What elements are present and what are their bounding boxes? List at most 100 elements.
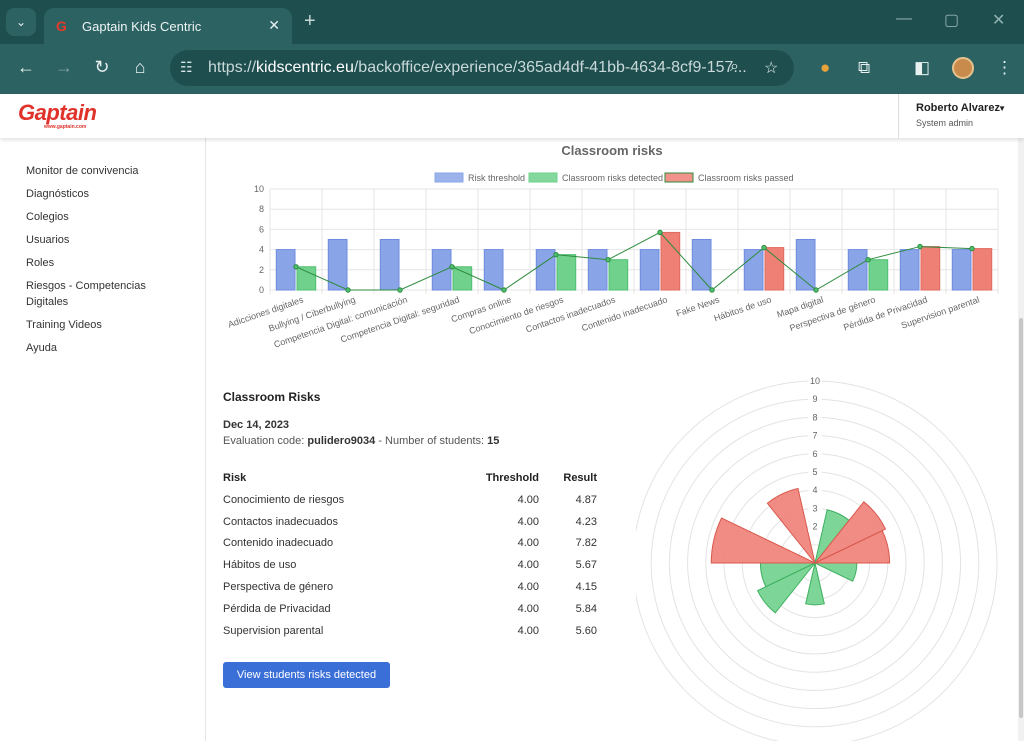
bar-threshold: [535, 249, 556, 291]
risk-name: Perspectiva de género: [223, 580, 334, 593]
bar-threshold: [275, 249, 296, 291]
user-menu[interactable]: Roberto Alvarez System admin ▼: [898, 94, 1024, 138]
extension-icon[interactable]: ●: [820, 58, 831, 77]
url-path: /backoffice/experience/365ad4df-41bb-463…: [353, 59, 747, 76]
line-point: [449, 264, 455, 270]
radial-tick-backdrop: [808, 502, 822, 514]
bar-threshold: [379, 239, 400, 291]
bar-threshold: [327, 239, 348, 291]
risk-result: 5.60: [575, 624, 597, 637]
home-icon[interactable]: ⌂: [134, 57, 146, 77]
radial-tick-label: 4: [812, 485, 817, 495]
radial-tick-backdrop: [808, 411, 822, 423]
url-host: kidscentric.eu: [256, 59, 354, 76]
radial-tick-backdrop: [808, 375, 822, 386]
sidebar-item-riesgos[interactable]: Riesgos - Competencias Digitales: [26, 280, 146, 308]
students-count: 15: [487, 435, 500, 447]
risk-result: 4.23: [575, 515, 597, 528]
legend-swatch: [664, 172, 694, 183]
y-tick-label: 10: [254, 184, 264, 194]
sidebar-item-ayuda[interactable]: Ayuda: [26, 342, 57, 354]
risk-threshold: 4.00: [517, 537, 539, 550]
gaptain-logo[interactable]: Gaptain www.gaptain.com: [18, 100, 97, 130]
risk-threshold: 4.00: [517, 515, 539, 528]
bar-threshold: [795, 239, 816, 291]
sidebar-item-training[interactable]: Training Videos: [26, 319, 102, 331]
header-risk: Risk: [223, 472, 247, 484]
bar-threshold: [587, 249, 608, 291]
risk-result: 4.87: [575, 493, 597, 506]
radial-tick-label: 5: [812, 467, 817, 477]
side-panel-icon[interactable]: ◧: [914, 58, 931, 77]
table-row: Pérdida de Privacidad 4.00 5.84: [223, 599, 603, 621]
menu-dots-icon[interactable]: ⋮: [996, 58, 1013, 77]
gaptain-favicon: G: [56, 18, 67, 34]
line-point: [293, 264, 299, 270]
bar-threshold: [639, 249, 660, 291]
reload-icon[interactable]: ↻: [94, 57, 110, 77]
table-row: Conocimiento de riesgos 4.00 4.87: [223, 490, 603, 512]
bar-threshold: [483, 249, 504, 291]
sidebar-item-usuarios[interactable]: Usuarios: [26, 234, 70, 246]
sidebar-item-roles[interactable]: Roles: [26, 257, 55, 269]
sidebar-item-colegios[interactable]: Colegios: [26, 211, 69, 223]
line-point: [917, 243, 923, 250]
zoom-icon[interactable]: ⌕: [730, 58, 739, 75]
browser-tab[interactable]: G Gaptain Kids Centric ✕: [44, 8, 292, 44]
y-tick-label: 8: [259, 204, 264, 214]
bar-passed: [764, 247, 785, 291]
window-close-icon[interactable]: ✕: [992, 12, 1006, 29]
bar-passed: [660, 231, 681, 291]
bookmark-star-icon[interactable]: ☆: [764, 60, 779, 77]
site-info-icon[interactable]: ☷: [180, 59, 193, 75]
tab-title: Gaptain Kids Centric: [82, 18, 202, 34]
back-arrow-icon[interactable]: ←: [17, 57, 35, 77]
bar-detected: [556, 254, 577, 291]
forward-arrow-icon[interactable]: →: [55, 57, 73, 77]
evaluation-date: Dec 14, 2023: [223, 419, 290, 431]
line-point: [657, 229, 663, 236]
tab-search-button[interactable]: ⌄: [6, 8, 36, 36]
scrollbar-thumb[interactable]: [1019, 318, 1023, 718]
minimize-icon[interactable]: —: [896, 10, 912, 27]
close-icon[interactable]: ✕: [268, 17, 280, 33]
line-point: [397, 287, 403, 293]
radial-tick-backdrop: [808, 484, 822, 496]
caret-down-icon: ▼: [998, 104, 1006, 113]
browser-titlebar: ⌄ G Gaptain Kids Centric ✕ + — ▢ ✕: [0, 0, 1024, 44]
risk-name: Pérdida de Privacidad: [223, 602, 331, 615]
line-point: [345, 287, 351, 293]
radial-tick-label: 3: [812, 503, 817, 513]
risks-section-title: Classroom Risks: [223, 390, 321, 404]
table-row: Contactos inadecuados 4.00 4.23: [223, 512, 603, 534]
y-tick-label: 0: [259, 285, 264, 295]
table-row: Contenido inadecuado 4.00 7.82: [223, 533, 603, 555]
sidebar-item-diagnosticos[interactable]: Diagnósticos: [26, 188, 89, 200]
page-scrollbar[interactable]: [1018, 138, 1024, 741]
line-point: [605, 257, 611, 263]
bar-threshold: [431, 249, 452, 291]
radial-tick-label: 2: [812, 522, 817, 532]
user-role: System admin: [916, 118, 974, 128]
evaluation-info: Evaluation code: pulidero9034 - Number o…: [223, 435, 499, 447]
bar-detected: [608, 259, 629, 291]
risk-result: 7.82: [575, 537, 597, 550]
risk-threshold: 4.00: [517, 602, 539, 615]
profile-avatar[interactable]: [952, 57, 974, 79]
puzzle-icon[interactable]: ⧉: [858, 58, 871, 77]
series-line: [295, 231, 973, 291]
sidebar-item-monitor[interactable]: Monitor de convivencia: [26, 165, 139, 177]
new-tab-button[interactable]: +: [304, 10, 316, 32]
maximize-icon[interactable]: ▢: [944, 12, 960, 29]
radial-tick-backdrop: [808, 520, 822, 532]
students-label: - Number of students:: [378, 435, 485, 447]
polar-segment: [814, 529, 891, 564]
table-row: Perspectiva de género 4.00 4.15: [223, 577, 603, 599]
y-tick-label: 4: [259, 245, 264, 255]
legend-label: Classroom risks detected: [562, 173, 663, 183]
risks-table: Risk Threshold Result Conocimiento de ri…: [223, 468, 603, 642]
address-bar[interactable]: ☷ https://kidscentric.eu/backoffice/expe…: [170, 50, 794, 86]
risk-result: 4.15: [575, 580, 597, 593]
view-students-risks-button[interactable]: View students risks detected: [223, 662, 390, 688]
risk-name: Conocimiento de riesgos: [223, 493, 345, 506]
